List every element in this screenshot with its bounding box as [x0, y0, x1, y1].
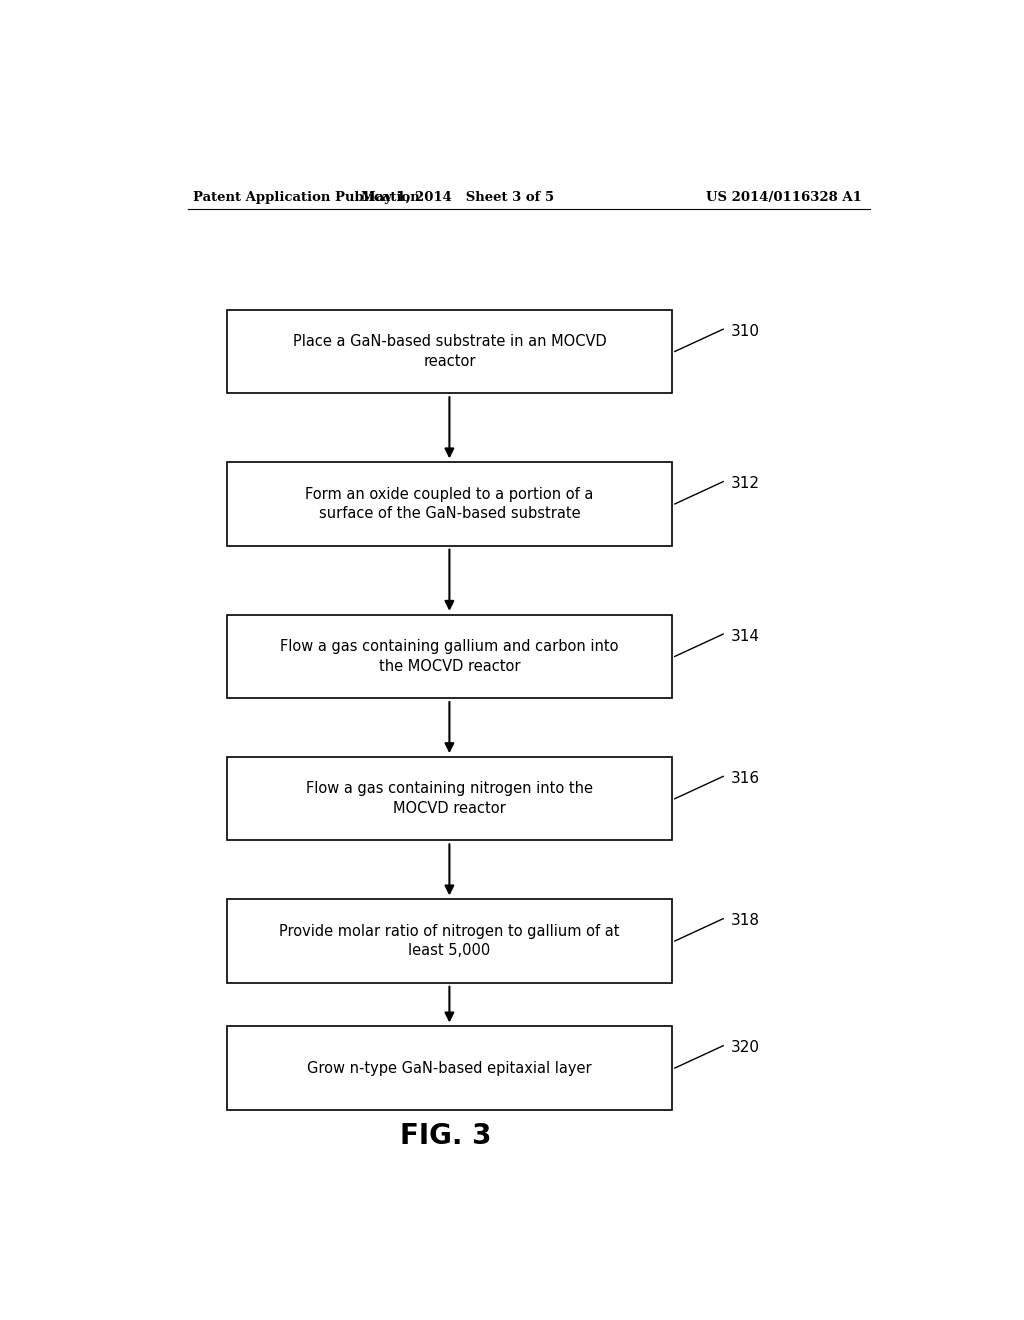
Text: Patent Application Publication: Patent Application Publication [194, 190, 420, 203]
Text: 310: 310 [731, 323, 760, 339]
Text: Place a GaN-based substrate in an MOCVD
reactor: Place a GaN-based substrate in an MOCVD … [293, 334, 606, 368]
Text: 316: 316 [731, 771, 760, 785]
Text: US 2014/0116328 A1: US 2014/0116328 A1 [707, 190, 862, 203]
Text: Flow a gas containing gallium and carbon into
the MOCVD reactor: Flow a gas containing gallium and carbon… [281, 639, 618, 673]
Text: FIG. 3: FIG. 3 [399, 1122, 492, 1150]
Text: Provide molar ratio of nitrogen to gallium of at
least 5,000: Provide molar ratio of nitrogen to galli… [280, 924, 620, 958]
Bar [227, 899, 672, 982]
Text: 314: 314 [731, 628, 760, 644]
Bar [227, 310, 672, 393]
Text: 318: 318 [731, 913, 760, 928]
Bar [227, 758, 672, 841]
Bar [227, 1027, 672, 1110]
Text: 312: 312 [731, 477, 760, 491]
Text: May 1, 2014   Sheet 3 of 5: May 1, 2014 Sheet 3 of 5 [360, 190, 554, 203]
Bar [227, 462, 672, 545]
Text: Grow n-type GaN-based epitaxial layer: Grow n-type GaN-based epitaxial layer [307, 1060, 592, 1076]
Text: Flow a gas containing nitrogen into the
MOCVD reactor: Flow a gas containing nitrogen into the … [306, 781, 593, 816]
Bar [227, 615, 672, 698]
Text: 320: 320 [731, 1040, 760, 1055]
Text: Form an oxide coupled to a portion of a
surface of the GaN-based substrate: Form an oxide coupled to a portion of a … [305, 487, 594, 521]
